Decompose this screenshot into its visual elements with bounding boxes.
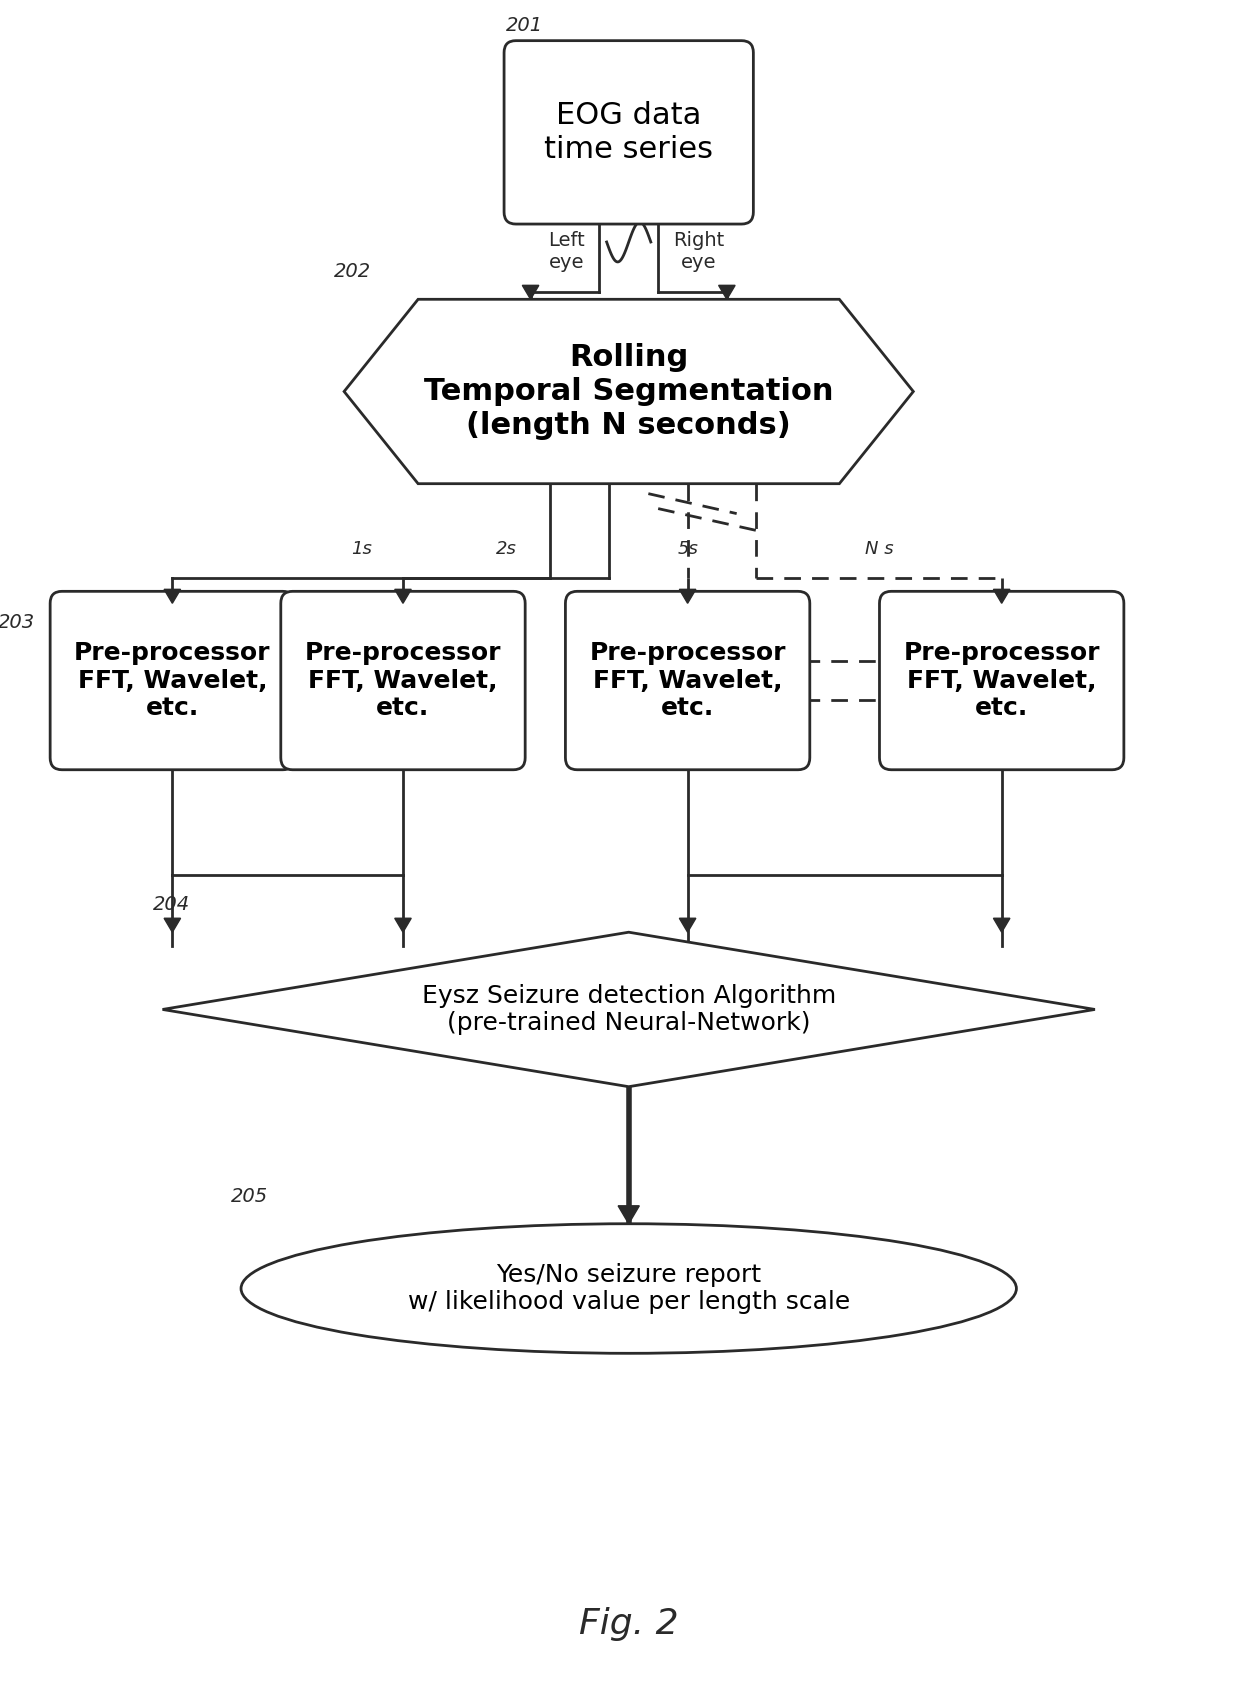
Polygon shape — [162, 933, 1095, 1086]
Polygon shape — [164, 589, 181, 604]
Polygon shape — [618, 1206, 640, 1223]
Text: Fig. 2: Fig. 2 — [579, 1608, 678, 1641]
Polygon shape — [394, 589, 412, 604]
Text: 202: 202 — [335, 263, 372, 282]
FancyBboxPatch shape — [879, 592, 1123, 769]
FancyBboxPatch shape — [50, 592, 295, 769]
Polygon shape — [993, 918, 1009, 933]
FancyBboxPatch shape — [565, 592, 810, 769]
Text: 201: 201 — [506, 15, 543, 35]
Polygon shape — [680, 589, 696, 604]
Polygon shape — [680, 918, 696, 933]
Text: Yes/No seizure report
w/ likelihood value per length scale: Yes/No seizure report w/ likelihood valu… — [408, 1262, 849, 1314]
Polygon shape — [164, 918, 181, 933]
Text: Pre-processor
FFT, Wavelet,
etc.: Pre-processor FFT, Wavelet, etc. — [589, 641, 786, 720]
Polygon shape — [343, 299, 914, 484]
Text: 2s: 2s — [496, 540, 517, 558]
Text: 203: 203 — [0, 614, 35, 633]
Text: Rolling
Temporal Segmentation
(length N seconds): Rolling Temporal Segmentation (length N … — [424, 344, 833, 440]
Text: Pre-processor
FFT, Wavelet,
etc.: Pre-processor FFT, Wavelet, etc. — [74, 641, 270, 720]
Polygon shape — [719, 285, 735, 299]
Text: Eysz Seizure detection Algorithm
(pre-trained Neural-Network): Eysz Seizure detection Algorithm (pre-tr… — [422, 984, 836, 1036]
FancyBboxPatch shape — [505, 40, 754, 224]
Polygon shape — [522, 285, 539, 299]
Text: 204: 204 — [153, 896, 190, 914]
Text: Pre-processor
FFT, Wavelet,
etc.: Pre-processor FFT, Wavelet, etc. — [904, 641, 1100, 720]
Text: Left
eye: Left eye — [548, 231, 584, 273]
Text: EOG data
time series: EOG data time series — [544, 101, 713, 164]
Polygon shape — [394, 918, 412, 933]
Text: Right
eye: Right eye — [673, 231, 724, 273]
Text: 1s: 1s — [351, 540, 372, 558]
Text: 205: 205 — [231, 1186, 268, 1206]
Ellipse shape — [241, 1223, 1017, 1353]
Text: N s: N s — [864, 540, 893, 558]
Polygon shape — [993, 589, 1009, 604]
Text: Pre-processor
FFT, Wavelet,
etc.: Pre-processor FFT, Wavelet, etc. — [305, 641, 501, 720]
FancyBboxPatch shape — [280, 592, 526, 769]
Text: 5s: 5s — [677, 540, 698, 558]
